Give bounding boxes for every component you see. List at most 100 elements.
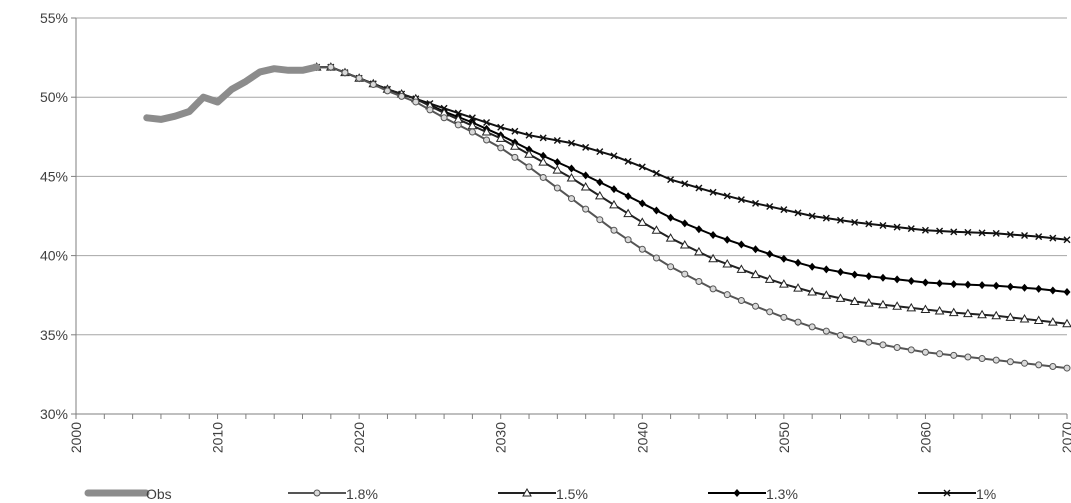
- data-point: [934, 306, 945, 315]
- data-point: [737, 196, 745, 204]
- data-point: [878, 299, 888, 309]
- data-point: [1049, 362, 1057, 370]
- data-point: [524, 149, 534, 158]
- data-point: [624, 236, 632, 244]
- data-point: [355, 74, 363, 82]
- data-point: [552, 165, 563, 174]
- data-point: [1035, 361, 1043, 369]
- x-tick-label: 2000: [68, 422, 84, 453]
- data-point: [723, 291, 731, 299]
- data-point: [553, 158, 561, 167]
- y-tick-label: 35%: [40, 327, 68, 343]
- data-point: [652, 254, 660, 262]
- data-point: [609, 199, 619, 209]
- data-point: [722, 259, 733, 268]
- data-point: [483, 119, 491, 127]
- data-point: [836, 216, 844, 224]
- data-point: [497, 123, 505, 131]
- data-point: [426, 106, 434, 114]
- data-point: [737, 240, 745, 249]
- data-point: [582, 171, 590, 180]
- data-point: [977, 309, 987, 319]
- data-point: [736, 264, 747, 273]
- data-point: [695, 277, 703, 285]
- data-point: [778, 279, 789, 288]
- data-point: [468, 114, 476, 122]
- data-point: [836, 267, 844, 276]
- data-point: [893, 275, 901, 284]
- data-point: [1019, 313, 1030, 323]
- data-point: [964, 280, 972, 289]
- data-point: [921, 226, 929, 234]
- data-point: [383, 87, 391, 95]
- data-point: [851, 270, 859, 279]
- legend-label: 1.3%: [766, 486, 798, 502]
- data-point: [733, 489, 741, 497]
- data-point: [481, 127, 492, 136]
- data-point: [851, 218, 859, 226]
- data-point: [950, 351, 958, 359]
- data-point: [921, 348, 929, 356]
- data-point: [766, 308, 774, 316]
- data-point: [780, 313, 788, 321]
- data-point: [596, 148, 604, 156]
- data-point: [568, 195, 575, 203]
- data-point: [936, 279, 944, 288]
- data-point: [879, 273, 887, 282]
- data-point: [863, 298, 874, 307]
- data-point: [1063, 288, 1071, 297]
- data-point: [652, 169, 660, 177]
- data-point: [681, 270, 689, 278]
- data-point: [822, 214, 830, 222]
- data-point: [822, 327, 830, 335]
- data-point: [752, 302, 760, 310]
- data-point: [794, 209, 802, 217]
- data-point: [794, 258, 802, 267]
- chart-legend: Obs 1.8% 1.5% 1.3% 1%: [84, 486, 996, 502]
- data-point: [793, 283, 803, 292]
- data-point: [539, 134, 547, 142]
- data-point: [879, 222, 887, 229]
- data-point: [341, 69, 349, 77]
- x-tick-label: 2050: [776, 422, 792, 453]
- data-point: [525, 163, 533, 171]
- legend-item: Obs: [84, 486, 172, 502]
- data-point: [1033, 315, 1044, 325]
- data-point: [495, 133, 506, 142]
- data-point: [580, 181, 591, 191]
- data-point: [638, 163, 646, 171]
- data-point: [723, 192, 731, 200]
- data-point: [936, 227, 944, 235]
- data-point: [907, 346, 915, 354]
- data-point: [412, 98, 420, 106]
- data-point: [821, 290, 832, 299]
- data-point: [568, 164, 575, 173]
- data-point: [1035, 284, 1043, 293]
- data-point: [525, 131, 533, 139]
- data-point: [566, 172, 577, 182]
- data-point: [836, 331, 844, 339]
- data-point: [695, 225, 703, 234]
- data-point: [780, 254, 788, 263]
- y-axis-ticks: 30% 35% 40% 45% 50% 55%: [40, 10, 76, 422]
- data-point: [709, 188, 717, 196]
- data-point: [511, 153, 519, 161]
- data-point: [483, 136, 491, 144]
- data-point: [1049, 286, 1057, 295]
- y-tick-label: 45%: [40, 168, 68, 184]
- data-point: [893, 343, 901, 351]
- data-point: [511, 127, 519, 135]
- x-tick-label: 2010: [210, 422, 226, 453]
- data-point: [978, 229, 986, 237]
- data-point: [624, 192, 632, 201]
- data-point: [1063, 236, 1071, 244]
- data-point: [865, 272, 873, 281]
- data-point: [709, 231, 717, 240]
- data-point: [906, 302, 917, 312]
- data-point: [780, 206, 788, 214]
- data-point: [638, 245, 646, 253]
- x-tick-label: 2060: [917, 422, 933, 453]
- data-point: [808, 212, 816, 220]
- x-tick-label: 2070: [1059, 422, 1071, 453]
- chart-axes: [75, 18, 1067, 415]
